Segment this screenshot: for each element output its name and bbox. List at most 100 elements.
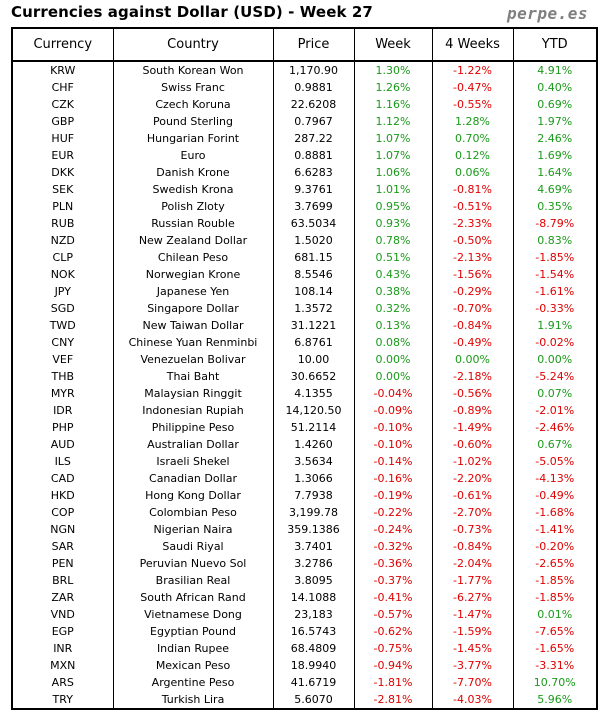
table-row: IDR Indonesian Rupiah 14,120.50 -0.09% -0.89… — [11, 402, 598, 419]
table-row: TWD New Taiwan Dollar 31.1221 0.13% -0.84% 1.… — [11, 317, 598, 334]
price-cell: 3,199.78 — [272, 504, 355, 521]
week-change-cell: 0.00% — [353, 368, 433, 385]
four-weeks-change-cell: -0.56% — [431, 385, 514, 402]
ytd-change-cell: -1.85% — [512, 589, 598, 606]
four-weeks-change-cell: 0.06% — [431, 164, 514, 181]
price-cell: 5.6070 — [272, 691, 355, 710]
table-row: SAR Saudi Riyal 3.7401 -0.32% -0.84% -0.20% — [11, 538, 598, 555]
ytd-change-cell: 1.69% — [512, 147, 598, 164]
table-row: GBP Pound Sterling 0.7967 1.12% 1.28% 1.97% — [11, 113, 598, 130]
country-cell: Saudi Riyal — [112, 538, 274, 555]
price-cell: 31.1221 — [272, 317, 355, 334]
currency-code-cell: HUF — [11, 130, 114, 147]
price-cell: 3.5634 — [272, 453, 355, 470]
four-weeks-change-cell: -1.02% — [431, 453, 514, 470]
table-row: ILS Israeli Shekel 3.5634 -0.14% -1.02% -5.05… — [11, 453, 598, 470]
price-cell: 681.15 — [272, 249, 355, 266]
page-title: Currencies against Dollar (USD) - Week 2… — [11, 3, 373, 21]
currency-code-cell: PLN — [11, 198, 114, 215]
four-weeks-change-cell: -2.20% — [431, 470, 514, 487]
price-cell: 30.6652 — [272, 368, 355, 385]
currency-code-cell: GBP — [11, 113, 114, 130]
ytd-change-cell: 0.01% — [512, 606, 598, 623]
price-cell: 4.1355 — [272, 385, 355, 402]
column-header-week: Week — [353, 27, 433, 62]
currency-code-cell: CHF — [11, 79, 114, 96]
currency-code-cell: MXN — [11, 657, 114, 674]
week-change-cell: 1.07% — [353, 130, 433, 147]
table-row: SGD Singapore Dollar 1.3572 0.32% -0.70% -0.3… — [11, 300, 598, 317]
ytd-change-cell: 5.96% — [512, 691, 598, 710]
week-change-cell: -0.94% — [353, 657, 433, 674]
week-change-cell: -0.37% — [353, 572, 433, 589]
country-cell: South African Rand — [112, 589, 274, 606]
four-weeks-change-cell: -0.61% — [431, 487, 514, 504]
currency-code-cell: JPY — [11, 283, 114, 300]
week-change-cell: 0.38% — [353, 283, 433, 300]
table-row: NGN Nigerian Naira 359.1386 -0.24% -0.73% -1.… — [11, 521, 598, 538]
week-change-cell: 1.16% — [353, 96, 433, 113]
week-change-cell: -0.10% — [353, 419, 433, 436]
week-change-cell: 0.00% — [353, 351, 433, 368]
four-weeks-change-cell: -0.89% — [431, 402, 514, 419]
currency-code-cell: CLP — [11, 249, 114, 266]
table-row: CZK Czech Koruna 22.6208 1.16% -0.55% 0.69% — [11, 96, 598, 113]
ytd-change-cell: -1.41% — [512, 521, 598, 538]
ytd-change-cell: -1.54% — [512, 266, 598, 283]
table-row: EUR Euro 0.8881 1.07% 0.12% 1.69% — [11, 147, 598, 164]
price-cell: 3.8095 — [272, 572, 355, 589]
column-header-price: Price — [272, 27, 355, 62]
four-weeks-change-cell: -1.77% — [431, 572, 514, 589]
ytd-change-cell: 1.97% — [512, 113, 598, 130]
ytd-change-cell: -0.33% — [512, 300, 598, 317]
price-cell: 7.7938 — [272, 487, 355, 504]
ytd-change-cell: 1.91% — [512, 317, 598, 334]
week-change-cell: -0.10% — [353, 436, 433, 453]
week-change-cell: 1.07% — [353, 147, 433, 164]
ytd-change-cell: 2.46% — [512, 130, 598, 147]
week-change-cell: 0.51% — [353, 249, 433, 266]
week-change-cell: 1.12% — [353, 113, 433, 130]
currency-code-cell: CAD — [11, 470, 114, 487]
four-weeks-change-cell: 0.00% — [431, 351, 514, 368]
table-row: PLN Polish Zloty 3.7699 0.95% -0.51% 0.35% — [11, 198, 598, 215]
four-weeks-change-cell: -2.70% — [431, 504, 514, 521]
currency-code-cell: EGP — [11, 623, 114, 640]
four-weeks-change-cell: 0.12% — [431, 147, 514, 164]
country-cell: Australian Dollar — [112, 436, 274, 453]
table-row: BRL Brasilian Real 3.8095 -0.37% -1.77% -1.85… — [11, 572, 598, 589]
ytd-change-cell: -1.85% — [512, 572, 598, 589]
week-change-cell: -0.41% — [353, 589, 433, 606]
ytd-change-cell: 10.70% — [512, 674, 598, 691]
currency-code-cell: CZK — [11, 96, 114, 113]
country-cell: Vietnamese Dong — [112, 606, 274, 623]
currency-code-cell: SEK — [11, 181, 114, 198]
four-weeks-change-cell: -6.27% — [431, 589, 514, 606]
currency-code-cell: NZD — [11, 232, 114, 249]
ytd-change-cell: -2.65% — [512, 555, 598, 572]
currency-code-cell: TRY — [11, 691, 114, 710]
ytd-change-cell: -1.61% — [512, 283, 598, 300]
column-header-country: Country — [112, 27, 274, 62]
ytd-change-cell: -5.24% — [512, 368, 598, 385]
price-cell: 51.2114 — [272, 419, 355, 436]
table-row: TRY Turkish Lira 5.6070 -2.81% -4.03% 5.96% — [11, 691, 598, 710]
week-change-cell: -0.36% — [353, 555, 433, 572]
four-weeks-change-cell: -2.18% — [431, 368, 514, 385]
country-cell: Canadian Dollar — [112, 470, 274, 487]
ytd-change-cell: 0.35% — [512, 198, 598, 215]
table-row: CNY Chinese Yuan Renminbi 6.8761 0.08% -0.49… — [11, 334, 598, 351]
ytd-change-cell: -2.46% — [512, 419, 598, 436]
country-cell: Swiss Franc — [112, 79, 274, 96]
table-row: ARS Argentine Peso 41.6719 -1.81% -7.70% 10.7… — [11, 674, 598, 691]
country-cell: Malaysian Ringgit — [112, 385, 274, 402]
currency-code-cell: CNY — [11, 334, 114, 351]
currency-code-cell: PHP — [11, 419, 114, 436]
brand-logo-text: perpe.es — [507, 4, 589, 23]
table-header-row: Currency Country Price Week 4 Weeks YTD — [11, 27, 598, 62]
four-weeks-change-cell: -2.33% — [431, 215, 514, 232]
price-cell: 41.6719 — [272, 674, 355, 691]
column-header-4-weeks: 4 Weeks — [431, 27, 514, 62]
ytd-change-cell: -8.79% — [512, 215, 598, 232]
country-cell: Polish Zloty — [112, 198, 274, 215]
